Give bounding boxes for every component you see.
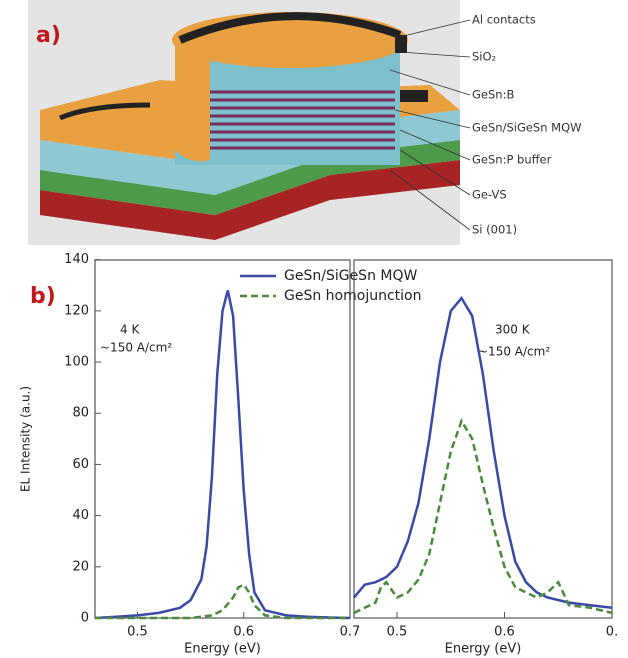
layer-label: SiO₂ bbox=[472, 50, 496, 64]
layer-label: Al contacts bbox=[472, 13, 536, 27]
y-tick-label: 0 bbox=[81, 611, 89, 626]
y-tick-label: 140 bbox=[64, 252, 89, 267]
legend-label: GeSn homojunction bbox=[284, 288, 421, 304]
layer-label: Si (001) bbox=[472, 223, 517, 237]
annotation: 300 K bbox=[495, 323, 531, 337]
panel-label: a) bbox=[36, 23, 61, 48]
y-tick-label: 20 bbox=[72, 559, 89, 574]
layer-label: Ge-VS bbox=[472, 188, 507, 202]
device-illustration bbox=[28, 0, 471, 245]
x-tick-label: 0.5 bbox=[387, 625, 408, 640]
x-tick-label: 0.6 bbox=[233, 625, 254, 640]
y-tick-label: 80 bbox=[72, 406, 89, 421]
data-line bbox=[94, 290, 351, 620]
annotation: ~150 A/cm² bbox=[100, 341, 172, 355]
x-tick-label: 0.5 bbox=[127, 625, 148, 640]
panel-label: b) bbox=[30, 284, 56, 309]
plot-frame bbox=[353, 259, 613, 619]
x-tick-label: 0.6 bbox=[494, 625, 515, 640]
legend-label: GeSn/SiGeSn MQW bbox=[284, 268, 417, 284]
annotation: ~150 A/cm² bbox=[478, 345, 550, 359]
y-axis-label: EL Intensity (a.u.) bbox=[19, 386, 33, 492]
y-tick-label: 40 bbox=[72, 508, 89, 523]
x-tick-label: 0.7 bbox=[340, 625, 361, 640]
layer-label: GeSn:B bbox=[472, 88, 514, 102]
y-tick-label: 120 bbox=[64, 303, 89, 318]
x-axis-label: Energy (eV) bbox=[445, 642, 522, 657]
data-line bbox=[353, 417, 613, 615]
layer-label: GeSn:P buffer bbox=[472, 153, 552, 167]
x-axis-label: Energy (eV) bbox=[184, 642, 261, 657]
data-line bbox=[95, 583, 350, 620]
layer-label: GeSn/SiGeSn MQW bbox=[472, 121, 582, 135]
x-tick-label: 0. bbox=[606, 625, 618, 640]
annotation: 4 K bbox=[120, 323, 140, 337]
y-tick-label: 100 bbox=[64, 355, 89, 370]
plot-frame bbox=[94, 259, 351, 619]
y-tick-label: 60 bbox=[72, 457, 89, 472]
